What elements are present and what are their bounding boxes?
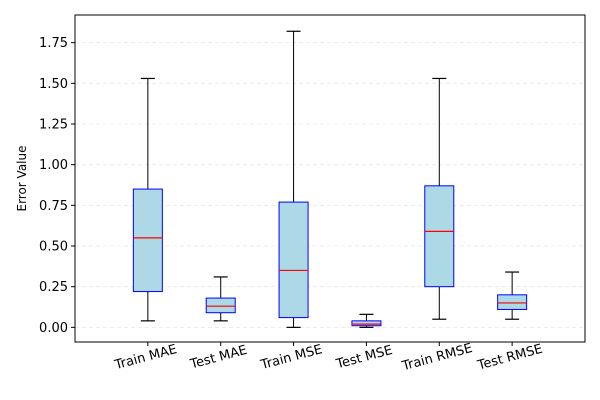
box-iqr (278, 201, 309, 319)
box-test-mse (351, 313, 382, 328)
box-train-mae (132, 77, 163, 322)
box-train-rmse (424, 77, 455, 320)
y-tick-label: 1.75 (39, 36, 68, 51)
box-test-rmse (497, 271, 528, 320)
box-train-mse (278, 30, 309, 328)
y-tick-label: 0.50 (39, 240, 68, 255)
box-iqr (351, 320, 382, 327)
y-tick-label: 0.75 (39, 199, 68, 214)
y-tick-label: 1.50 (39, 77, 68, 92)
y-axis-ticks: 0.00 0.25 0.50 0.75 1.00 1.25 1.50 1.75 (39, 36, 75, 336)
plot-area-frame (74, 14, 586, 343)
y-tick-label: 1.00 (39, 158, 68, 173)
box-iqr (205, 297, 236, 314)
box-iqr (132, 188, 163, 293)
box-iqr (424, 185, 455, 288)
y-axis-label: Error Value (15, 145, 29, 211)
y-tick-label: 0.00 (39, 321, 68, 336)
boxes (132, 30, 528, 328)
y-tick-label: 1.25 (39, 118, 68, 133)
box-test-mae (205, 276, 236, 322)
y-tick-label: 0.25 (39, 280, 68, 295)
box-iqr (497, 294, 528, 310)
